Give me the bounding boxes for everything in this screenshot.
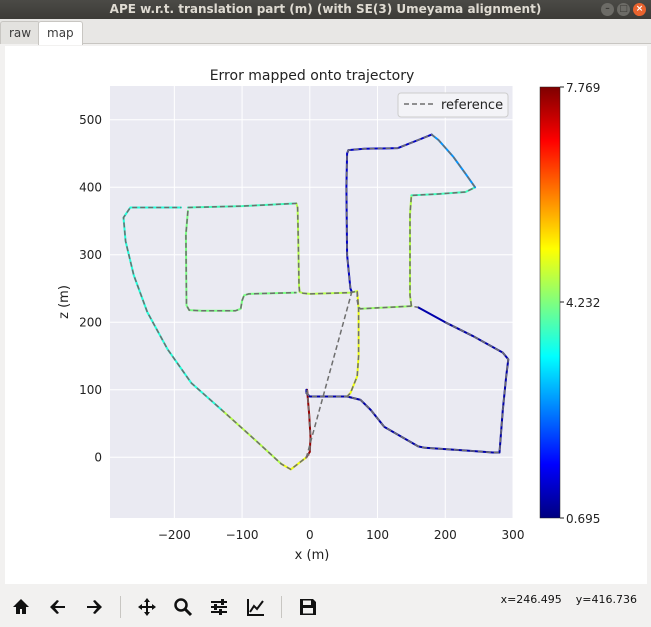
- figure-canvas[interactable]: Error mapped onto trajectory −200 −100 0 10…: [5, 46, 647, 584]
- y-tick-label: 400: [79, 180, 102, 194]
- toolbar-separator: [120, 596, 121, 618]
- x-axis-label: x (m): [295, 548, 330, 563]
- minimize-button[interactable]: –: [601, 3, 614, 16]
- pan-icon[interactable]: [136, 596, 158, 618]
- reference-line: [305, 321, 510, 454]
- reference-line: [187, 202, 419, 310]
- x-tick-label: 200: [434, 528, 457, 542]
- x-tick-label: −200: [158, 528, 191, 542]
- coordinate-readout: x=246.495 y=416.736: [500, 593, 637, 606]
- colorbar-tick-min: 0.695: [566, 512, 600, 526]
- y-tick-label: 100: [79, 383, 102, 397]
- x-tick-label: 0: [306, 528, 314, 542]
- x-tick-label: 100: [366, 528, 389, 542]
- zoom-icon[interactable]: [172, 596, 194, 618]
- chart-title: Error mapped onto trajectory: [210, 68, 415, 84]
- home-icon[interactable]: [10, 596, 32, 618]
- maximize-button[interactable]: □: [617, 3, 630, 16]
- tab-bar: raw map: [0, 19, 651, 45]
- y-axis-ticks: 0 100 200 300 400 500: [79, 113, 102, 465]
- window-title: APE w.r.t. translation part (m) (with SE…: [109, 2, 542, 16]
- colorbar-tick-mid: 4.232: [566, 296, 600, 310]
- y-tick-label: 300: [79, 248, 102, 262]
- legend-box: [397, 92, 509, 118]
- colorbar-tick-max: 7.769: [566, 81, 600, 95]
- y-tick-label: 0: [94, 450, 102, 464]
- reference-line: [185, 210, 297, 312]
- back-icon[interactable]: [47, 596, 69, 618]
- grid-lines: [110, 86, 514, 518]
- colorbar-gradient: [539, 86, 561, 519]
- y-tick-label: 500: [79, 113, 102, 127]
- close-button[interactable]: ×: [633, 3, 646, 16]
- y-tick-label: 200: [79, 315, 102, 329]
- legend: reference: [397, 92, 509, 118]
- colorbar: 7.769 4.232 0.695: [539, 81, 600, 526]
- x-axis-ticks: −200 −100 0 100 200 300: [158, 528, 525, 542]
- reference-line: [346, 291, 360, 398]
- forward-icon[interactable]: [83, 596, 105, 618]
- reference-line: [122, 206, 312, 471]
- tab-raw[interactable]: raw: [0, 21, 41, 44]
- y-axis-label: z (m): [57, 285, 72, 319]
- x-tick-label: 300: [502, 528, 525, 542]
- tab-map[interactable]: map: [38, 21, 83, 45]
- customize-icon[interactable]: [245, 596, 267, 618]
- save-icon[interactable]: [297, 596, 319, 618]
- window-titlebar: APE w.r.t. translation part (m) (with SE…: [0, 0, 651, 19]
- navigation-toolbar: x=246.495 y=416.736: [0, 588, 651, 627]
- x-tick-label: −100: [226, 528, 259, 542]
- toolbar-separator: [281, 596, 282, 618]
- subplots-icon[interactable]: [208, 596, 230, 618]
- trajectory-lines: [122, 133, 510, 471]
- legend-reference-label: reference: [441, 98, 503, 113]
- reference-line: [305, 133, 477, 459]
- trajectory-chart: Error mapped onto trajectory −200 −100 0 10…: [57, 68, 600, 563]
- plot-area: [110, 86, 513, 518]
